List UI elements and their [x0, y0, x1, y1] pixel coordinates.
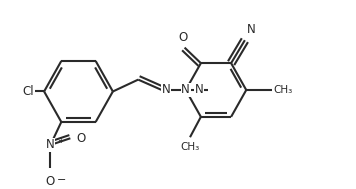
Text: O: O [178, 31, 187, 44]
Text: N: N [162, 84, 171, 97]
Text: CH₃: CH₃ [180, 142, 200, 152]
Text: N: N [46, 138, 55, 151]
Text: +: + [57, 136, 64, 145]
Text: CH₃: CH₃ [273, 85, 293, 95]
Text: Cl: Cl [22, 85, 34, 98]
Text: N: N [195, 84, 204, 97]
Text: O: O [77, 132, 86, 145]
Text: −: − [57, 175, 66, 185]
Text: N: N [247, 23, 255, 36]
Text: N: N [181, 84, 190, 97]
Text: O: O [46, 175, 55, 188]
